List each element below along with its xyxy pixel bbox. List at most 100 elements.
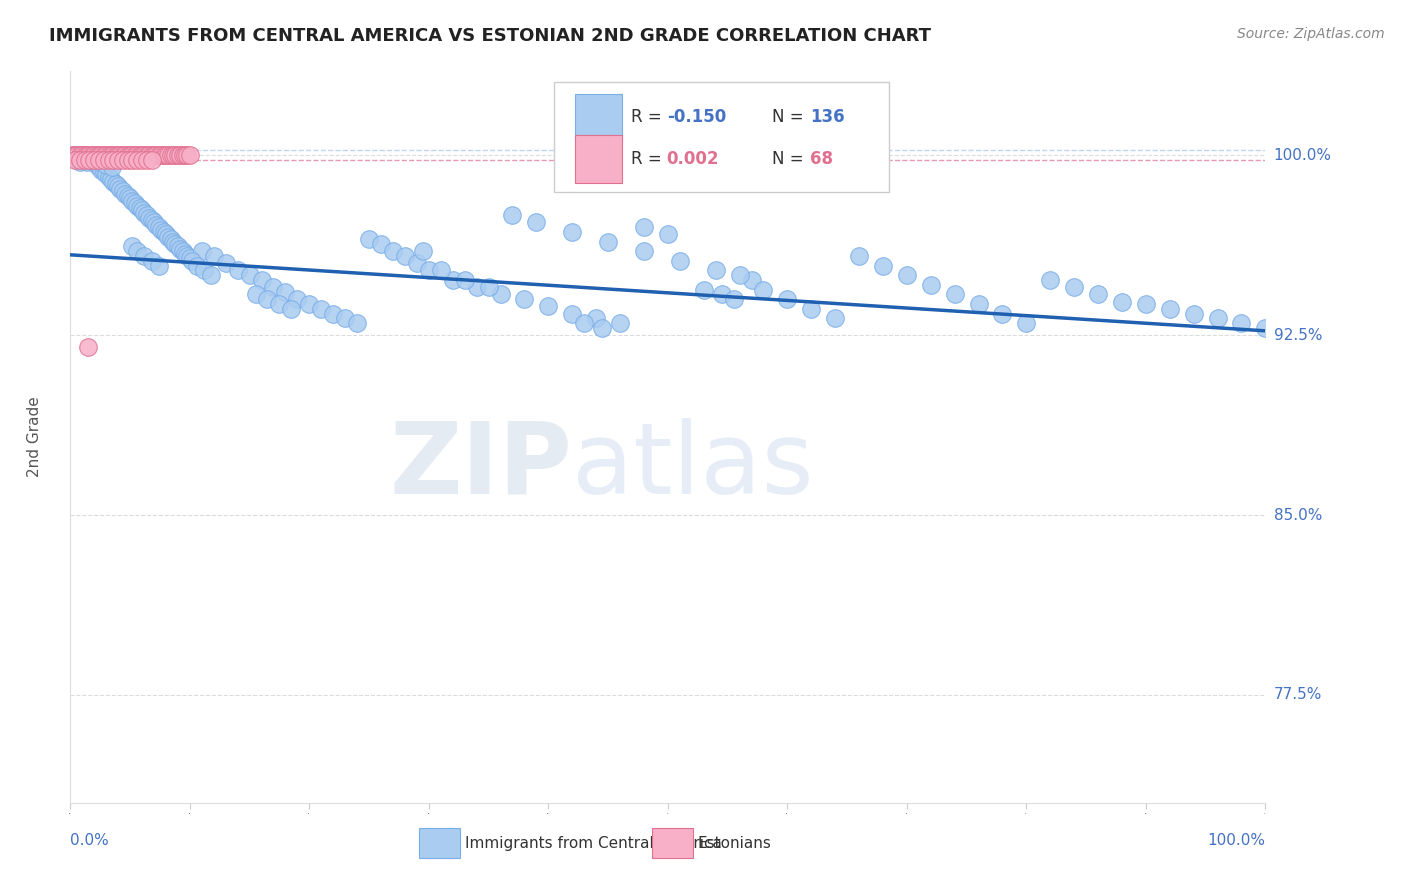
Point [943,287,966,301]
Point [96,158,117,172]
Point [274,285,297,299]
Point [121,239,143,253]
Point [526,215,548,229]
Text: N =: N = [772,109,808,127]
Point [239,268,262,283]
Point [138,148,160,162]
Point [1039,273,1062,287]
Point [159,148,181,162]
Text: R =: R = [631,109,666,127]
Point [111,184,134,198]
Point [69,153,91,167]
Point [96,148,117,162]
Point [181,253,204,268]
Point [896,268,918,283]
Point [117,189,139,203]
Point [226,263,249,277]
Point [574,316,596,330]
Point [991,307,1014,321]
Point [537,299,560,313]
Text: 136: 136 [810,109,845,127]
Point [148,259,170,273]
Point [609,316,631,330]
Point [186,259,208,273]
Point [145,218,167,232]
Point [93,148,115,162]
Text: IMMIGRANTS FROM CENTRAL AMERICA VS ESTONIAN 2ND GRADE CORRELATION CHART: IMMIGRANTS FROM CENTRAL AMERICA VS ESTON… [49,27,931,45]
Point [97,153,120,167]
Point [141,253,163,268]
Point [127,153,149,167]
Point [250,273,273,287]
Point [359,232,381,246]
Point [69,155,91,169]
Point [176,148,198,162]
Point [179,252,201,266]
Point [169,148,191,162]
Text: 77.5%: 77.5% [1274,688,1322,702]
Point [110,182,132,196]
Point [87,148,110,162]
Point [776,292,799,306]
Point [406,256,429,270]
Point [127,148,149,162]
Point [263,280,285,294]
Point [169,242,191,256]
Text: N =: N = [772,150,808,168]
Point [1135,297,1157,311]
Point [69,148,91,162]
Point [1111,294,1133,309]
Point [269,297,291,311]
Point [1015,316,1038,330]
Point [309,301,333,316]
Point [1159,301,1181,316]
Point [138,211,160,225]
Point [174,246,197,260]
Text: 2nd Grade: 2nd Grade [27,397,42,477]
Point [150,148,173,162]
Point [418,263,440,277]
Text: 85.0%: 85.0% [1274,508,1322,523]
Point [280,301,302,316]
Point [174,148,197,162]
Point [740,273,762,287]
Text: Source: ZipAtlas.com: Source: ZipAtlas.com [1237,27,1385,41]
Point [131,148,153,162]
Point [83,153,105,167]
Point [165,148,187,162]
Text: Immigrants from Central America: Immigrants from Central America [465,836,721,851]
Point [200,268,222,283]
Point [800,301,823,316]
Point [62,148,84,162]
Point [148,220,170,235]
Point [202,249,225,263]
Point [76,155,98,169]
Text: 100.0%: 100.0% [1274,148,1331,163]
Point [107,153,129,167]
Point [100,148,122,162]
Point [441,273,464,287]
Point [693,283,716,297]
Point [127,244,149,259]
Point [172,148,194,162]
Point [79,153,101,167]
Point [131,203,153,218]
Point [96,168,117,182]
Point [97,148,120,162]
Point [87,153,110,167]
FancyBboxPatch shape [575,94,623,141]
Point [394,249,416,263]
Point [752,283,775,297]
Point [120,191,141,205]
Point [120,148,141,162]
Point [141,153,163,167]
Point [141,213,163,227]
Point [346,316,368,330]
Point [728,268,751,283]
Point [70,148,93,162]
Point [131,153,153,167]
Point [412,244,434,259]
Point [1063,280,1085,294]
Point [598,235,620,249]
Point [121,148,143,162]
